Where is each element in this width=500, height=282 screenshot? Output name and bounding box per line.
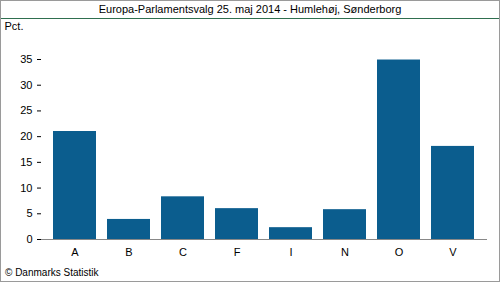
svg-text:0: 0 bbox=[26, 233, 32, 245]
html-text:© Danmarks Statistik: © Danmarks Statistik bbox=[5, 267, 99, 278]
svg-text:O: O bbox=[395, 246, 404, 258]
svg-text:30: 30 bbox=[20, 79, 32, 91]
svg-text:A: A bbox=[71, 246, 79, 258]
svg-text:B: B bbox=[125, 246, 132, 258]
svg-text:35: 35 bbox=[20, 53, 32, 65]
svg-text:I: I bbox=[289, 246, 292, 258]
svg-text:C: C bbox=[179, 246, 187, 258]
svg-text:V: V bbox=[449, 246, 457, 258]
svg-text:Pct.: Pct. bbox=[5, 20, 24, 32]
svg-text:F: F bbox=[234, 246, 241, 258]
svg-text:N: N bbox=[341, 246, 349, 258]
svg-text:25: 25 bbox=[20, 104, 32, 116]
svg-text:5: 5 bbox=[26, 207, 32, 219]
svg-text:15: 15 bbox=[20, 156, 32, 168]
html-text:Europa-Parlamentsvalg 25. maj: Europa-Parlamentsvalg 25. maj 2014 - Hum… bbox=[98, 3, 402, 15]
svg-text:10: 10 bbox=[20, 182, 32, 194]
svg-text:20: 20 bbox=[20, 130, 32, 142]
